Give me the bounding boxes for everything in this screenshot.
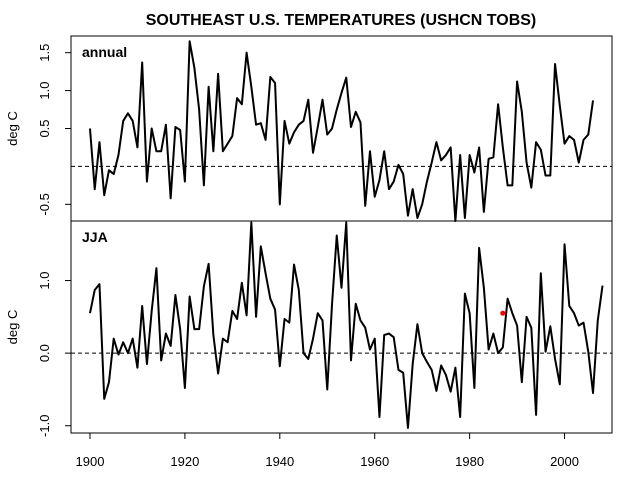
y-tick-label-annual: 1.5 (37, 44, 52, 62)
x-tick-label: 1940 (265, 454, 294, 469)
y-axis-title-annual: deg C (5, 111, 20, 146)
series-line-annual (88, 40, 595, 222)
x-tick-label: 1900 (76, 454, 105, 469)
series-line-jja (89, 221, 604, 429)
panel-label-jja: JJA (82, 229, 108, 245)
highlight-point-jja (500, 310, 506, 316)
y-tick-label-jja: 1.0 (37, 271, 52, 289)
chart-title: SOUTHEAST U.S. TEMPERATURES (USHCN TOBS) (146, 12, 537, 29)
y-tick-label-jja: -1.0 (37, 415, 52, 437)
y-tick-label-annual: -0.5 (37, 193, 52, 215)
y-tick-label-annual: 0.5 (37, 119, 52, 137)
x-tick-label: 1980 (455, 454, 484, 469)
y-axis-title-jja: deg C (5, 310, 20, 345)
x-tick-label: 2000 (550, 454, 579, 469)
x-tick-label: 1960 (360, 454, 389, 469)
plot-area: -0.5 0.5 1.0 1.5 -1.0 0.0 1.0 1900 1920 1940 1960 1… (37, 35, 613, 469)
x-tick-label: 1920 (170, 454, 199, 469)
y-tick-label-annual: 1.0 (37, 82, 52, 100)
panel-label-annual: annual (82, 44, 127, 60)
y-tick-label-jja: 0.0 (37, 344, 52, 362)
